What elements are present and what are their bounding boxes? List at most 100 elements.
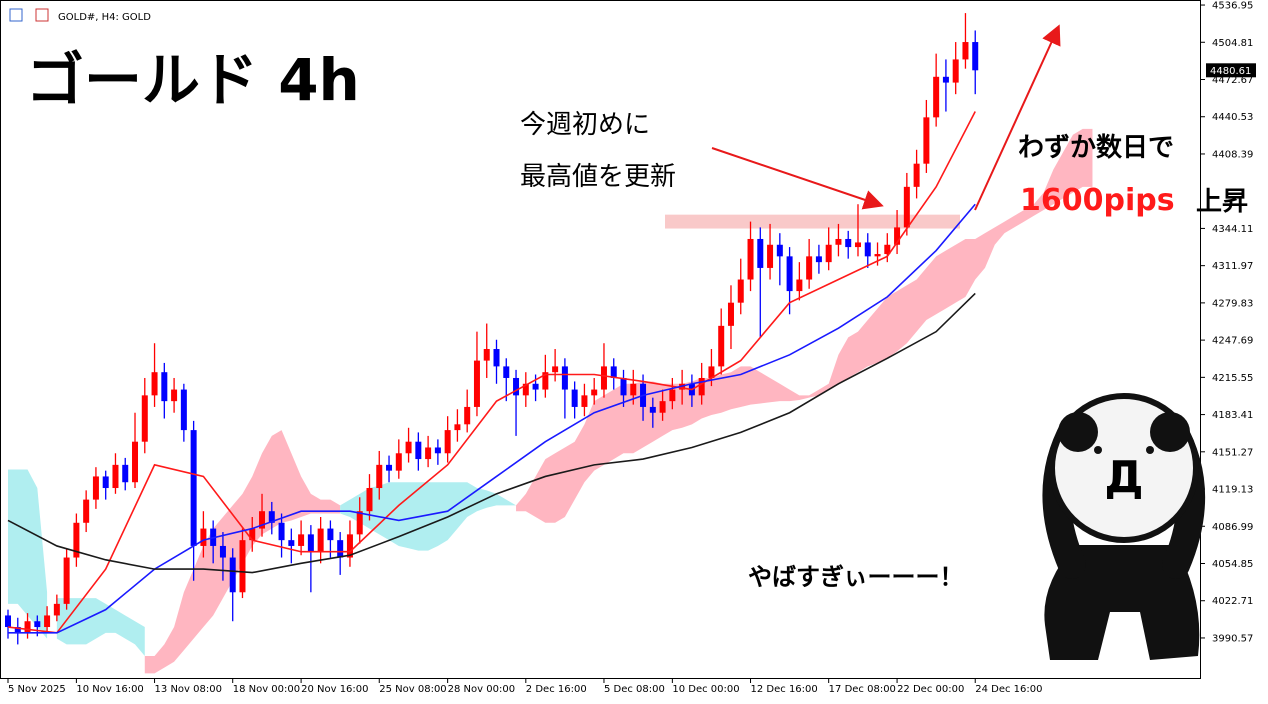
- candle-body: [44, 615, 51, 628]
- candle-body: [24, 621, 31, 633]
- candle-body: [513, 377, 520, 396]
- candle-body: [180, 389, 187, 431]
- y-tick-label: 4536.95: [1212, 1, 1253, 12]
- annotation: やばすぎぃーーー！: [748, 563, 964, 591]
- x-tick-label: 18 Nov 00:00: [233, 684, 300, 695]
- candle-body: [718, 325, 725, 367]
- last-price-box: [1206, 63, 1256, 78]
- candle-body: [219, 545, 226, 558]
- candle-body: [444, 430, 451, 454]
- candle-body: [600, 366, 607, 390]
- y-tick-label: 4279.83: [1212, 298, 1253, 309]
- candle-body: [434, 447, 441, 454]
- candle-body: [102, 476, 109, 489]
- y-tick-label: 4215.55: [1212, 373, 1253, 384]
- candle-body: [659, 401, 666, 413]
- candle-body: [337, 540, 344, 558]
- candle-body: [620, 377, 627, 396]
- y-tick-label: 4086.99: [1212, 522, 1253, 533]
- candle-body: [161, 372, 168, 402]
- x-tick-label: 28 Nov 00:00: [448, 684, 515, 695]
- candle-body: [473, 360, 480, 407]
- candle-body: [83, 499, 90, 523]
- candle-body: [532, 383, 539, 390]
- candle-body: [425, 447, 432, 460]
- face-text: Д: [1104, 452, 1143, 503]
- y-tick-label: 4472.67: [1212, 75, 1253, 86]
- candle-body: [395, 453, 402, 471]
- arrow: [974, 24, 1061, 211]
- candle-body: [737, 279, 744, 303]
- annotation: わずか数日で: [1018, 133, 1174, 163]
- y-tick-label: 4151.27: [1212, 447, 1253, 458]
- candle-body: [346, 534, 353, 558]
- candle-body: [933, 76, 940, 118]
- x-tick-label: 24 Dec 16:00: [975, 684, 1042, 695]
- y-tick-label: 4247.69: [1212, 336, 1253, 347]
- candle-body: [874, 254, 881, 257]
- candle-body: [776, 244, 783, 257]
- x-tick-label: 10 Dec 00:00: [672, 684, 739, 695]
- y-tick-label: 4311.97: [1212, 261, 1253, 272]
- y-tick-label: 3990.57: [1212, 633, 1253, 644]
- x-tick-label: 12 Dec 16:00: [751, 684, 818, 695]
- y-tick-label: 4440.53: [1212, 112, 1253, 123]
- candle-body: [317, 528, 324, 552]
- y-tick-label: 4504.81: [1212, 38, 1253, 49]
- candle-body: [727, 302, 734, 326]
- candle-body: [952, 59, 959, 83]
- candle-body: [815, 256, 822, 263]
- candle-body: [630, 383, 637, 396]
- candle-body: [786, 256, 793, 292]
- character: Д: [1042, 393, 1206, 660]
- candle-body: [894, 227, 901, 245]
- candle-body: [366, 488, 373, 512]
- y-tick-label: 4119.13: [1212, 485, 1253, 496]
- candle-body: [757, 238, 764, 268]
- candle-body: [854, 242, 861, 248]
- candle-body: [151, 372, 158, 396]
- candle-body: [288, 540, 295, 546]
- candle-body: [806, 256, 813, 280]
- x-tick-label: 20 Nov 16:00: [301, 684, 368, 695]
- candle-body: [249, 528, 256, 541]
- candle-body: [552, 366, 559, 373]
- y-tick-label: 4022.71: [1212, 596, 1253, 607]
- candle-body: [649, 406, 656, 413]
- candle-body: [34, 621, 41, 628]
- x-tick-label: 10 Nov 16:00: [76, 684, 143, 695]
- candle-body: [483, 349, 490, 361]
- axes: 4536.95 4504.81 4472.67 4440.53 4408.39 4344.…: [7, 1, 1256, 695]
- candle-body: [5, 615, 11, 628]
- candle-body: [903, 186, 910, 228]
- moving-average: [7, 292, 976, 574]
- candle-body: [454, 424, 461, 431]
- candle-body: [542, 372, 549, 390]
- candle-body: [796, 279, 803, 292]
- header: GOLD#, H4: GOLD: [58, 12, 151, 23]
- cloud: [340, 482, 517, 551]
- plot-area: [5, 13, 1093, 674]
- candle-body: [942, 76, 949, 83]
- x-tick-label: 25 Nov 08:00: [379, 684, 446, 695]
- candle-body: [835, 238, 842, 245]
- x-tick-label: 5 Dec 08:00: [604, 684, 665, 695]
- moving-average: [7, 111, 976, 634]
- resistance-zone: [665, 214, 960, 229]
- candle-body: [405, 441, 412, 454]
- y-tick-label: 4054.85: [1212, 559, 1253, 570]
- candle-body: [190, 430, 197, 546]
- y-tick-label: 4183.41: [1212, 410, 1253, 421]
- candle-body: [239, 540, 246, 593]
- candle-body: [698, 377, 705, 396]
- candle-body: [493, 349, 500, 367]
- candle-body: [53, 603, 60, 616]
- candle-body: [669, 389, 676, 402]
- candle-body: [356, 511, 363, 535]
- candle-body: [923, 117, 930, 164]
- candle-body: [972, 42, 979, 71]
- candle-body: [747, 238, 754, 280]
- x-tick-label: 5 Nov 2025: [8, 684, 66, 695]
- candle-body: [962, 42, 969, 60]
- candle-body: [503, 366, 510, 378]
